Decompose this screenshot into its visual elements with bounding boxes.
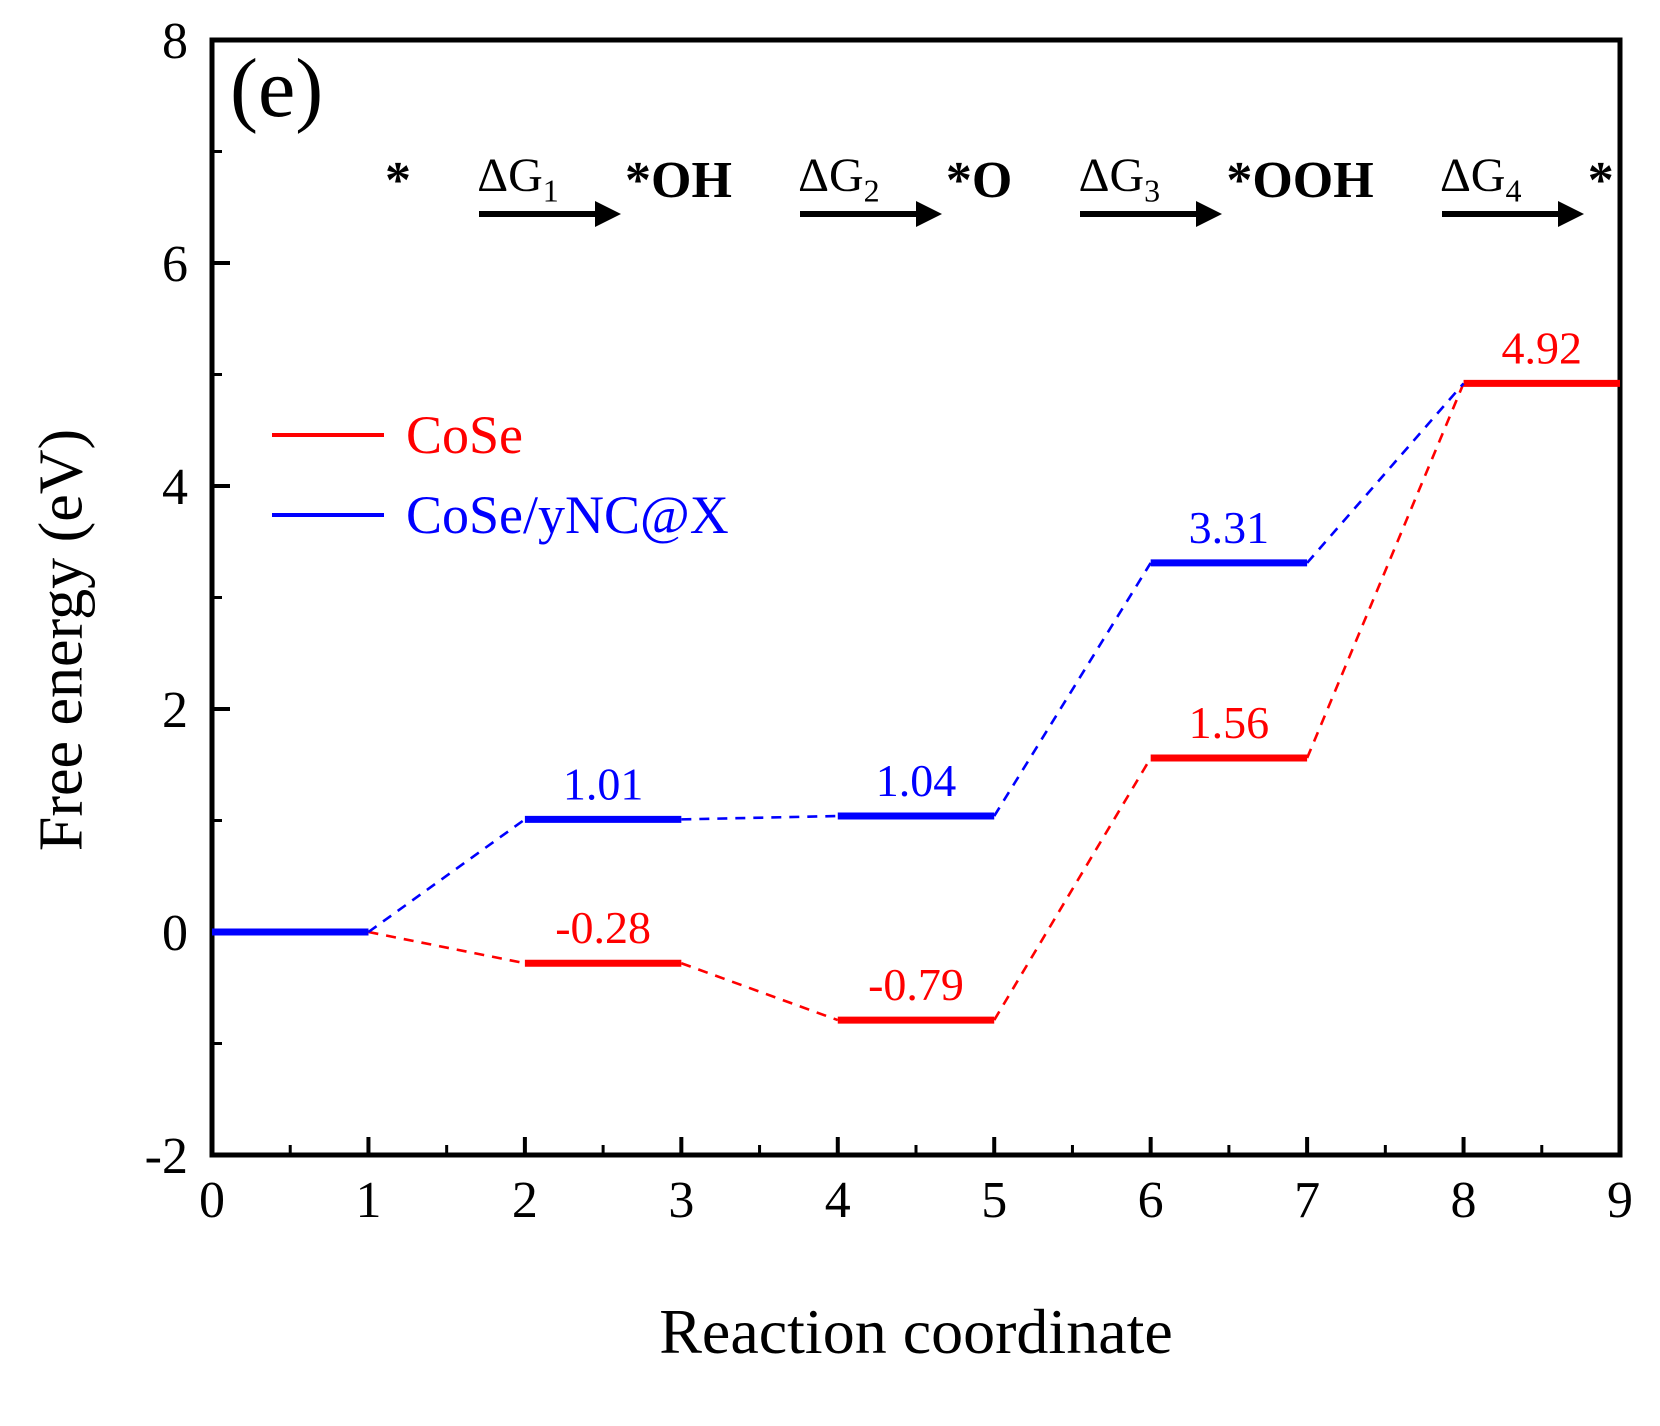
legend-label: CoSe/yNC@X	[406, 485, 729, 545]
right-arrow-icon	[799, 210, 918, 217]
energy-value-label: 3.31	[1189, 502, 1270, 553]
y-tick-label: 6	[162, 236, 188, 293]
x-tick-label: 6	[1138, 1172, 1164, 1229]
scheme-step: ΔG4	[1402, 152, 1560, 217]
right-arrow-icon	[479, 210, 597, 217]
connector-line	[680, 961, 839, 1022]
y-tick-label: -2	[145, 1128, 188, 1185]
connector-line	[993, 757, 1152, 1021]
connector-line	[368, 930, 526, 965]
connector-line	[993, 562, 1152, 817]
x-tick-label: 9	[1607, 1172, 1633, 1229]
reaction-scheme: * ΔG1 *OH ΔG2 *O ΔG3 *OOH ΔG4 *	[385, 152, 1614, 217]
delta-g-label: ΔG3	[1078, 149, 1161, 209]
scheme-species: *OH	[625, 152, 732, 209]
scheme-step: ΔG2	[760, 152, 918, 217]
energy-value-label: 1.01	[563, 758, 644, 809]
scheme-step: ΔG1	[439, 152, 597, 217]
panel-label: (e)	[230, 42, 324, 135]
connector-line	[681, 814, 838, 821]
x-tick-label: 8	[1451, 1172, 1477, 1229]
x-tick-label: 2	[512, 1172, 538, 1229]
legend-label: CoSe	[406, 405, 524, 465]
delta-g-label: ΔG2	[798, 149, 880, 209]
x-axis-title: Reaction coordinate	[659, 1296, 1173, 1367]
x-tick-label: 4	[825, 1172, 851, 1229]
scheme-step: ΔG3	[1040, 149, 1199, 217]
y-tick-label: 0	[162, 905, 188, 962]
legend-line-sample	[272, 433, 384, 437]
legend-item: CoSe	[272, 408, 729, 462]
right-arrow-icon	[1080, 210, 1199, 217]
x-tick-label: 5	[981, 1172, 1007, 1229]
scheme-species: *	[385, 152, 411, 209]
connector-line	[1305, 382, 1465, 759]
x-tick-label: 3	[668, 1172, 694, 1229]
legend-item: CoSe/yNC@X	[272, 488, 729, 542]
x-tick-label: 0	[199, 1172, 225, 1229]
energy-value-label: -0.79	[868, 959, 964, 1010]
energy-value-label: -0.28	[555, 902, 651, 953]
energy-value-label: 1.56	[1189, 697, 1270, 748]
y-axis-title: Free energy (eV)	[27, 428, 96, 852]
connector-line	[367, 818, 526, 934]
y-tick-label: 2	[162, 682, 188, 739]
delta-g-label: ΔG1	[477, 149, 559, 209]
right-arrow-icon	[1441, 210, 1560, 217]
delta-g-label: ΔG4	[1439, 149, 1522, 209]
y-tick-label: 4	[162, 459, 188, 516]
scheme-species: *O	[945, 152, 1013, 209]
legend-line-sample	[272, 513, 384, 517]
x-tick-label: 1	[355, 1172, 381, 1229]
connector-line	[1306, 382, 1465, 564]
scheme-species: *OOH	[1226, 152, 1374, 209]
y-tick-label: 8	[162, 13, 188, 70]
legend: CoSe CoSe/yNC@X	[272, 408, 729, 542]
x-tick-label: 7	[1294, 1172, 1320, 1229]
energy-value-label: 4.92	[1502, 322, 1583, 373]
scheme-species: *	[1587, 152, 1614, 209]
energy-value-label: 1.04	[876, 755, 957, 806]
